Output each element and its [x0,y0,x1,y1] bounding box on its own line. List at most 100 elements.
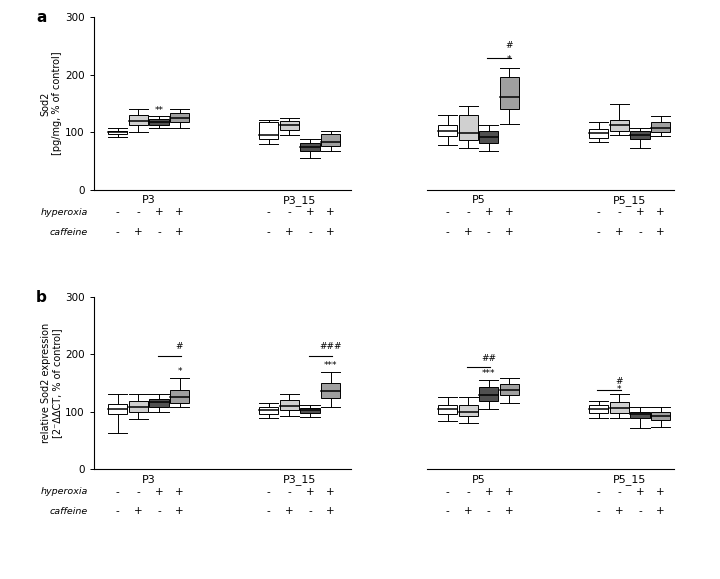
Text: -: - [157,227,161,237]
Text: -: - [467,207,470,217]
Text: ###: ### [320,342,342,351]
Text: +: + [505,506,513,516]
Text: -: - [467,486,470,497]
Text: +: + [134,227,143,237]
Text: -: - [287,207,292,217]
Text: +: + [306,207,315,217]
Text: +: + [505,207,513,217]
Text: -: - [638,506,642,516]
Text: -: - [116,506,120,516]
Text: hyperoxia: hyperoxia [40,208,88,217]
Text: -: - [308,506,312,516]
Text: a: a [36,10,47,25]
Bar [480,387,498,401]
Bar [149,399,168,407]
Text: +: + [175,486,184,497]
Text: -: - [597,506,600,516]
Bar [459,115,478,140]
Bar [300,142,320,151]
Text: *: * [177,367,181,376]
Text: +: + [175,227,184,237]
Bar [438,126,457,136]
Text: ##: ## [481,354,496,362]
Text: +: + [636,207,644,217]
Text: +: + [464,227,472,237]
Bar [631,412,649,419]
Text: hyperoxia: hyperoxia [40,487,88,496]
Text: +: + [464,506,472,516]
Text: -: - [136,486,140,497]
Text: +: + [615,506,624,516]
Bar [129,115,148,126]
Bar [259,407,279,415]
Bar [438,405,457,414]
Bar [280,121,299,130]
Text: +: + [326,227,335,237]
Text: +: + [155,486,163,497]
Text: +: + [657,506,665,516]
Text: -: - [618,486,621,497]
Bar [108,404,127,414]
Text: +: + [485,207,493,217]
Bar [321,134,341,145]
Text: -: - [136,207,140,217]
Text: caffeine: caffeine [50,228,88,237]
Text: +: + [306,486,315,497]
Text: -: - [116,227,120,237]
Text: *: * [617,385,621,394]
Y-axis label: Sod2
[pg/mg, % of control]: Sod2 [pg/mg, % of control] [40,52,62,155]
Text: +: + [505,227,513,237]
Text: ***: *** [324,361,338,369]
Bar [610,402,629,413]
Bar [651,412,670,420]
Text: -: - [157,506,161,516]
Text: -: - [618,207,621,217]
Bar [589,130,608,138]
Text: -: - [308,227,312,237]
Text: *: * [507,56,512,64]
Text: -: - [597,207,600,217]
Text: +: + [326,506,335,516]
Text: +: + [285,227,294,237]
Text: +: + [505,486,513,497]
Text: -: - [446,207,449,217]
Text: -: - [116,486,120,497]
Bar [170,390,189,403]
Text: -: - [267,486,271,497]
Text: -: - [267,506,271,516]
Text: b: b [36,290,47,305]
Text: +: + [615,227,624,237]
Text: +: + [326,207,335,217]
Bar [170,113,189,122]
Bar [500,77,519,109]
Bar [459,405,478,416]
Text: -: - [446,506,449,516]
Text: -: - [446,227,449,237]
Text: +: + [155,207,163,217]
Text: +: + [657,486,665,497]
Text: +: + [485,486,493,497]
Text: #: # [505,41,513,50]
Bar [321,383,341,398]
Y-axis label: relative Sod2 expression
[2⁻ΔΔCT, % of control]: relative Sod2 expression [2⁻ΔΔCT, % of c… [40,323,62,443]
Bar [651,122,670,132]
Text: ***: *** [482,369,495,378]
Bar [129,401,148,412]
Bar [610,120,629,130]
Text: +: + [657,227,665,237]
Text: -: - [597,227,600,237]
Text: +: + [326,486,335,497]
Bar [631,130,649,139]
Text: -: - [287,486,292,497]
Text: -: - [267,207,271,217]
Text: caffeine: caffeine [50,507,88,516]
Text: +: + [175,207,184,217]
Bar [480,131,498,142]
Bar [108,130,127,134]
Text: -: - [446,486,449,497]
Text: +: + [134,506,143,516]
Text: -: - [267,227,271,237]
Bar [280,400,299,411]
Text: #: # [176,342,184,351]
Text: +: + [657,207,665,217]
